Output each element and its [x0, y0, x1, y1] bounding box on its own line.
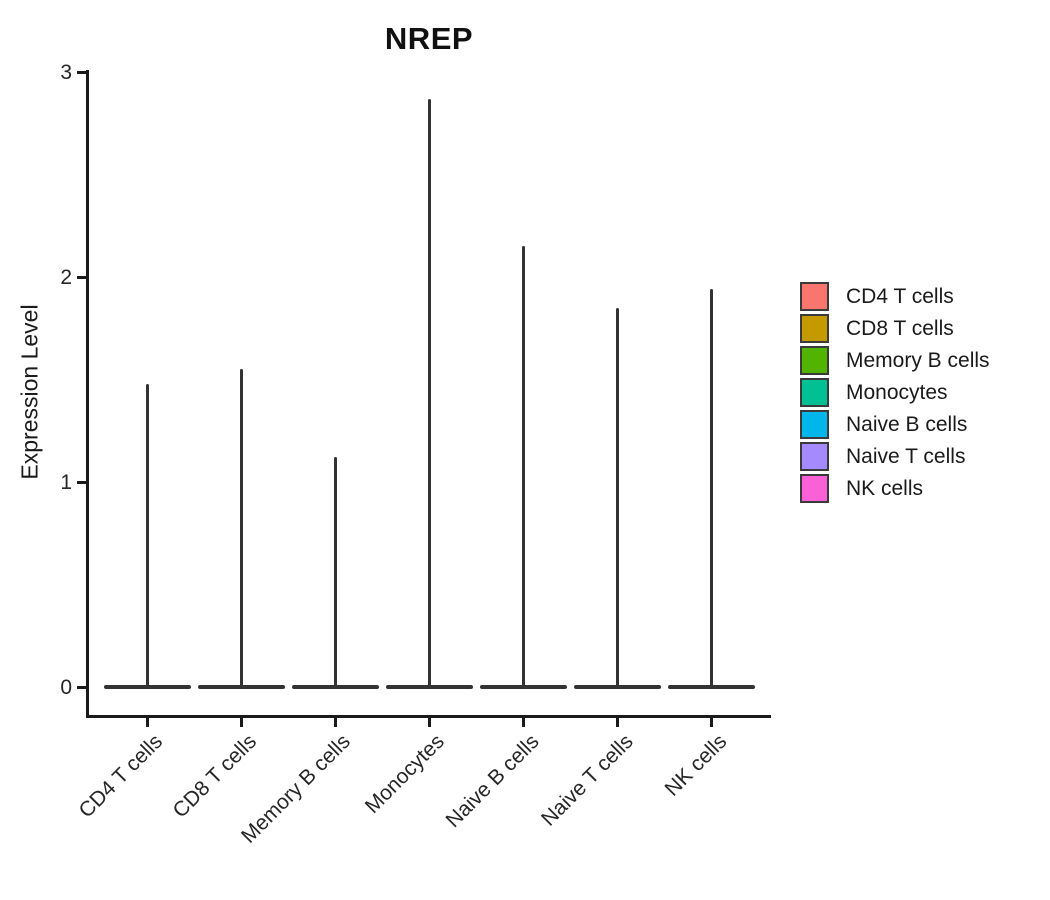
x-axis-tick-label-monocytes: Monocytes — [361, 730, 450, 819]
y-axis-tick-label: 1 — [60, 470, 72, 494]
x-axis-tick — [521, 718, 525, 727]
legend-label: CD4 T cells — [846, 284, 954, 308]
x-axis-tick — [145, 718, 149, 727]
y-axis-line — [86, 70, 89, 718]
legend-label: Naive T cells — [846, 444, 966, 468]
violin-base-nk-cells — [667, 685, 755, 689]
x-axis-tick — [427, 718, 431, 727]
y-axis-tick — [77, 685, 86, 689]
violin-spike-cd4-t-cells — [145, 383, 149, 687]
y-axis-tick-label: 0 — [60, 675, 72, 699]
x-axis-tick — [615, 718, 619, 727]
plot-title: NREP — [384, 21, 474, 56]
y-axis-tick — [77, 275, 86, 279]
legend-item-naive-b-cells: Naive B cells — [800, 410, 990, 439]
legend-label: Naive B cells — [846, 412, 968, 436]
x-axis-tick-label-cd8-t-cells: CD8 T cells — [168, 730, 262, 823]
legend-label: Monocytes — [846, 380, 948, 404]
violin-base-cd8-t-cells — [197, 685, 285, 689]
legend-item-nk-cells: NK cells — [800, 474, 990, 503]
violin-base-naive-b-cells — [479, 685, 567, 689]
legend-item-cd8-t-cells: CD8 T cells — [800, 314, 990, 343]
y-axis-tick — [77, 70, 86, 74]
legend: CD4 T cells CD8 T cells Memory B cells Mono… — [800, 282, 990, 506]
x-axis-tick — [239, 718, 243, 727]
legend-item-monocytes: Monocytes — [800, 378, 990, 407]
legend-label: Memory B cells — [846, 348, 990, 372]
legend-swatch-naive-b-cells — [800, 410, 829, 439]
legend-swatch-monocytes — [800, 378, 829, 407]
violin-base-cd4-t-cells — [103, 685, 191, 689]
legend-swatch-nk-cells — [800, 474, 829, 503]
violin-spike-naive-b-cells — [521, 246, 525, 687]
x-axis-tick-label-naive-t-cells: Naive T cells — [536, 730, 638, 831]
violin-spike-memory-b-cells — [333, 457, 337, 687]
x-axis-line — [86, 715, 771, 718]
violin-spike-nk-cells — [709, 289, 713, 687]
legend-swatch-cd8-t-cells — [800, 314, 829, 343]
y-axis-title: Expression Level — [16, 304, 43, 480]
legend-swatch-cd4-t-cells — [800, 282, 829, 311]
y-axis-tick-label: 2 — [60, 265, 72, 289]
violin-spike-naive-t-cells — [615, 307, 619, 687]
violin-base-memory-b-cells — [291, 685, 379, 689]
violin-spike-monocytes — [427, 98, 431, 687]
legend-swatch-memory-b-cells — [800, 346, 829, 375]
y-axis-tick-label: 3 — [60, 60, 72, 84]
x-axis-tick-label-cd4-t-cells: CD4 T cells — [74, 730, 168, 823]
legend-item-naive-t-cells: Naive T cells — [800, 442, 990, 471]
y-axis-tick — [77, 480, 86, 484]
legend-item-cd4-t-cells: CD4 T cells — [800, 282, 990, 311]
x-axis-tick-label-naive-b-cells: Naive B cells — [441, 730, 544, 833]
legend-swatch-naive-t-cells — [800, 442, 829, 471]
x-axis-tick-label-nk-cells: NK cells — [660, 730, 732, 801]
legend-label: CD8 T cells — [846, 316, 954, 340]
violin-base-naive-t-cells — [573, 685, 661, 689]
violin-spike-cd8-t-cells — [239, 369, 243, 687]
legend-item-memory-b-cells: Memory B cells — [800, 346, 990, 375]
legend-label: NK cells — [846, 476, 924, 500]
x-axis-tick — [709, 718, 713, 727]
x-axis-tick — [333, 718, 337, 727]
violin-base-monocytes — [385, 685, 473, 689]
